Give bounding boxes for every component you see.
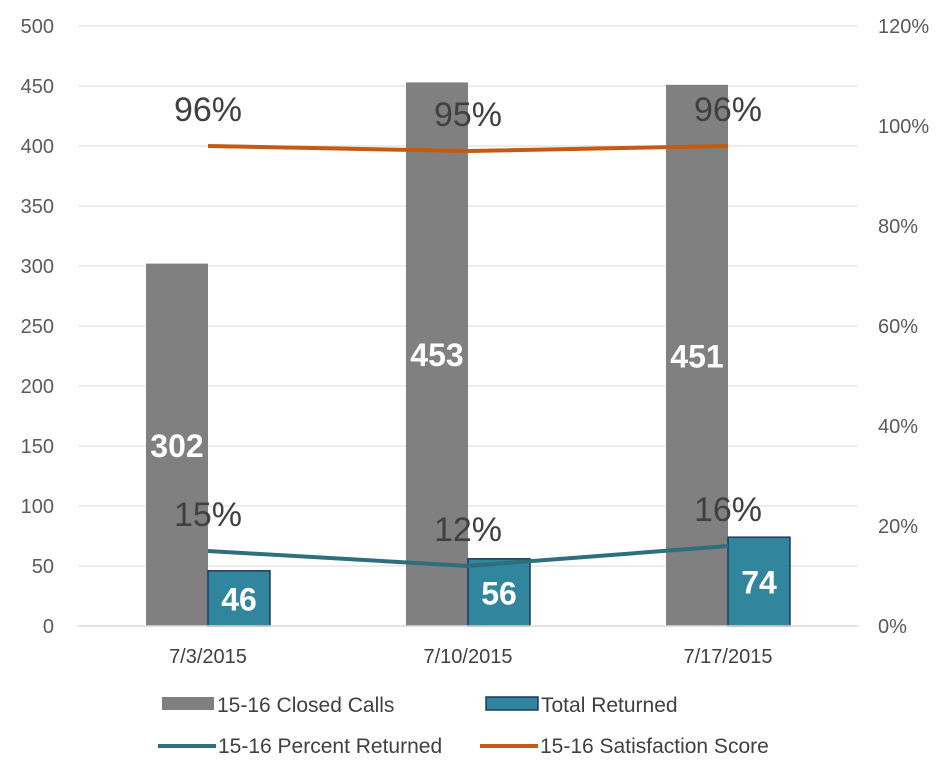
bar-total-returned — [727, 536, 791, 627]
bars — [146, 82, 791, 627]
total-returned-data-label: 74 — [741, 565, 777, 601]
y2-tick-label: 120% — [878, 16, 929, 38]
bar-closed-calls — [406, 82, 468, 626]
bar-total-returned — [467, 558, 531, 627]
legend-swatch-closed-calls — [162, 697, 214, 710]
y-tick-label: 100 — [21, 496, 54, 518]
y-tick-label: 300 — [21, 256, 54, 278]
closed-calls-data-label: 451 — [670, 338, 723, 374]
legend-swatch-total-returned — [485, 696, 539, 711]
y-tick-label: 500 — [21, 16, 54, 38]
total-returned-data-label: 56 — [481, 575, 517, 611]
y-tick-label: 200 — [21, 376, 54, 398]
y2-tick-label: 100% — [878, 116, 929, 138]
percent-returned-data-label: 12% — [434, 511, 502, 549]
closed-calls-data-label: 453 — [410, 337, 463, 373]
y-tick-label: 400 — [21, 136, 54, 158]
lines — [207, 144, 729, 568]
legend-label-total-returned: Total Returned — [541, 694, 678, 717]
closed-calls-data-label: 302 — [150, 428, 203, 464]
satisfaction-score-data-label: 95% — [434, 96, 502, 134]
x-tick-label: 7/3/2015 — [169, 646, 247, 668]
y-tick-label: 350 — [21, 196, 54, 218]
bar-closed-calls — [666, 84, 728, 627]
y-tick-label: 450 — [21, 76, 54, 98]
right-y-axis: 0% 20% 40% 60% 80% 100% 120% — [878, 16, 929, 638]
y2-tick-label: 40% — [878, 416, 918, 438]
y2-tick-label: 80% — [878, 216, 918, 238]
legend-label-percent-returned: 15-16 Percent Returned — [218, 735, 442, 758]
total-returned-data-label: 46 — [221, 581, 257, 617]
y2-tick-label: 60% — [878, 316, 918, 338]
bar-data-labels: 302 453 451 46 56 74 — [150, 337, 777, 617]
line-data-labels: 15% 12% 16% 96% 95% 96% — [174, 91, 762, 549]
line-percent-returned — [207, 544, 729, 568]
legend: 15-16 Closed Calls Total Returned 15-16 Pe… — [158, 694, 769, 758]
left-y-axis: 0 50 100 150 200 250 300 350 400 450 500 — [21, 16, 54, 638]
x-tick-label: 7/17/2015 — [684, 646, 773, 668]
y-tick-label: 0 — [43, 616, 54, 638]
y-tick-label: 50 — [32, 556, 54, 578]
y2-tick-label: 20% — [878, 516, 918, 538]
satisfaction-score-data-label: 96% — [694, 91, 762, 129]
x-axis: 7/3/2015 7/10/2015 7/17/2015 — [78, 625, 858, 668]
satisfaction-score-data-label: 96% — [174, 91, 242, 129]
legend-label-satisfaction-score: 15-16 Satisfaction Score — [540, 735, 769, 758]
bar-closed-calls — [146, 263, 208, 626]
y2-tick-label: 0% — [878, 616, 907, 638]
percent-returned-data-label: 15% — [174, 496, 242, 534]
line-satisfaction-score — [207, 144, 729, 153]
percent-returned-data-label: 16% — [694, 491, 762, 529]
x-tick-label: 7/10/2015 — [424, 646, 513, 668]
y-tick-label: 250 — [21, 316, 54, 338]
legend-label-closed-calls: 15-16 Closed Calls — [217, 694, 394, 717]
y-tick-label: 150 — [21, 436, 54, 458]
